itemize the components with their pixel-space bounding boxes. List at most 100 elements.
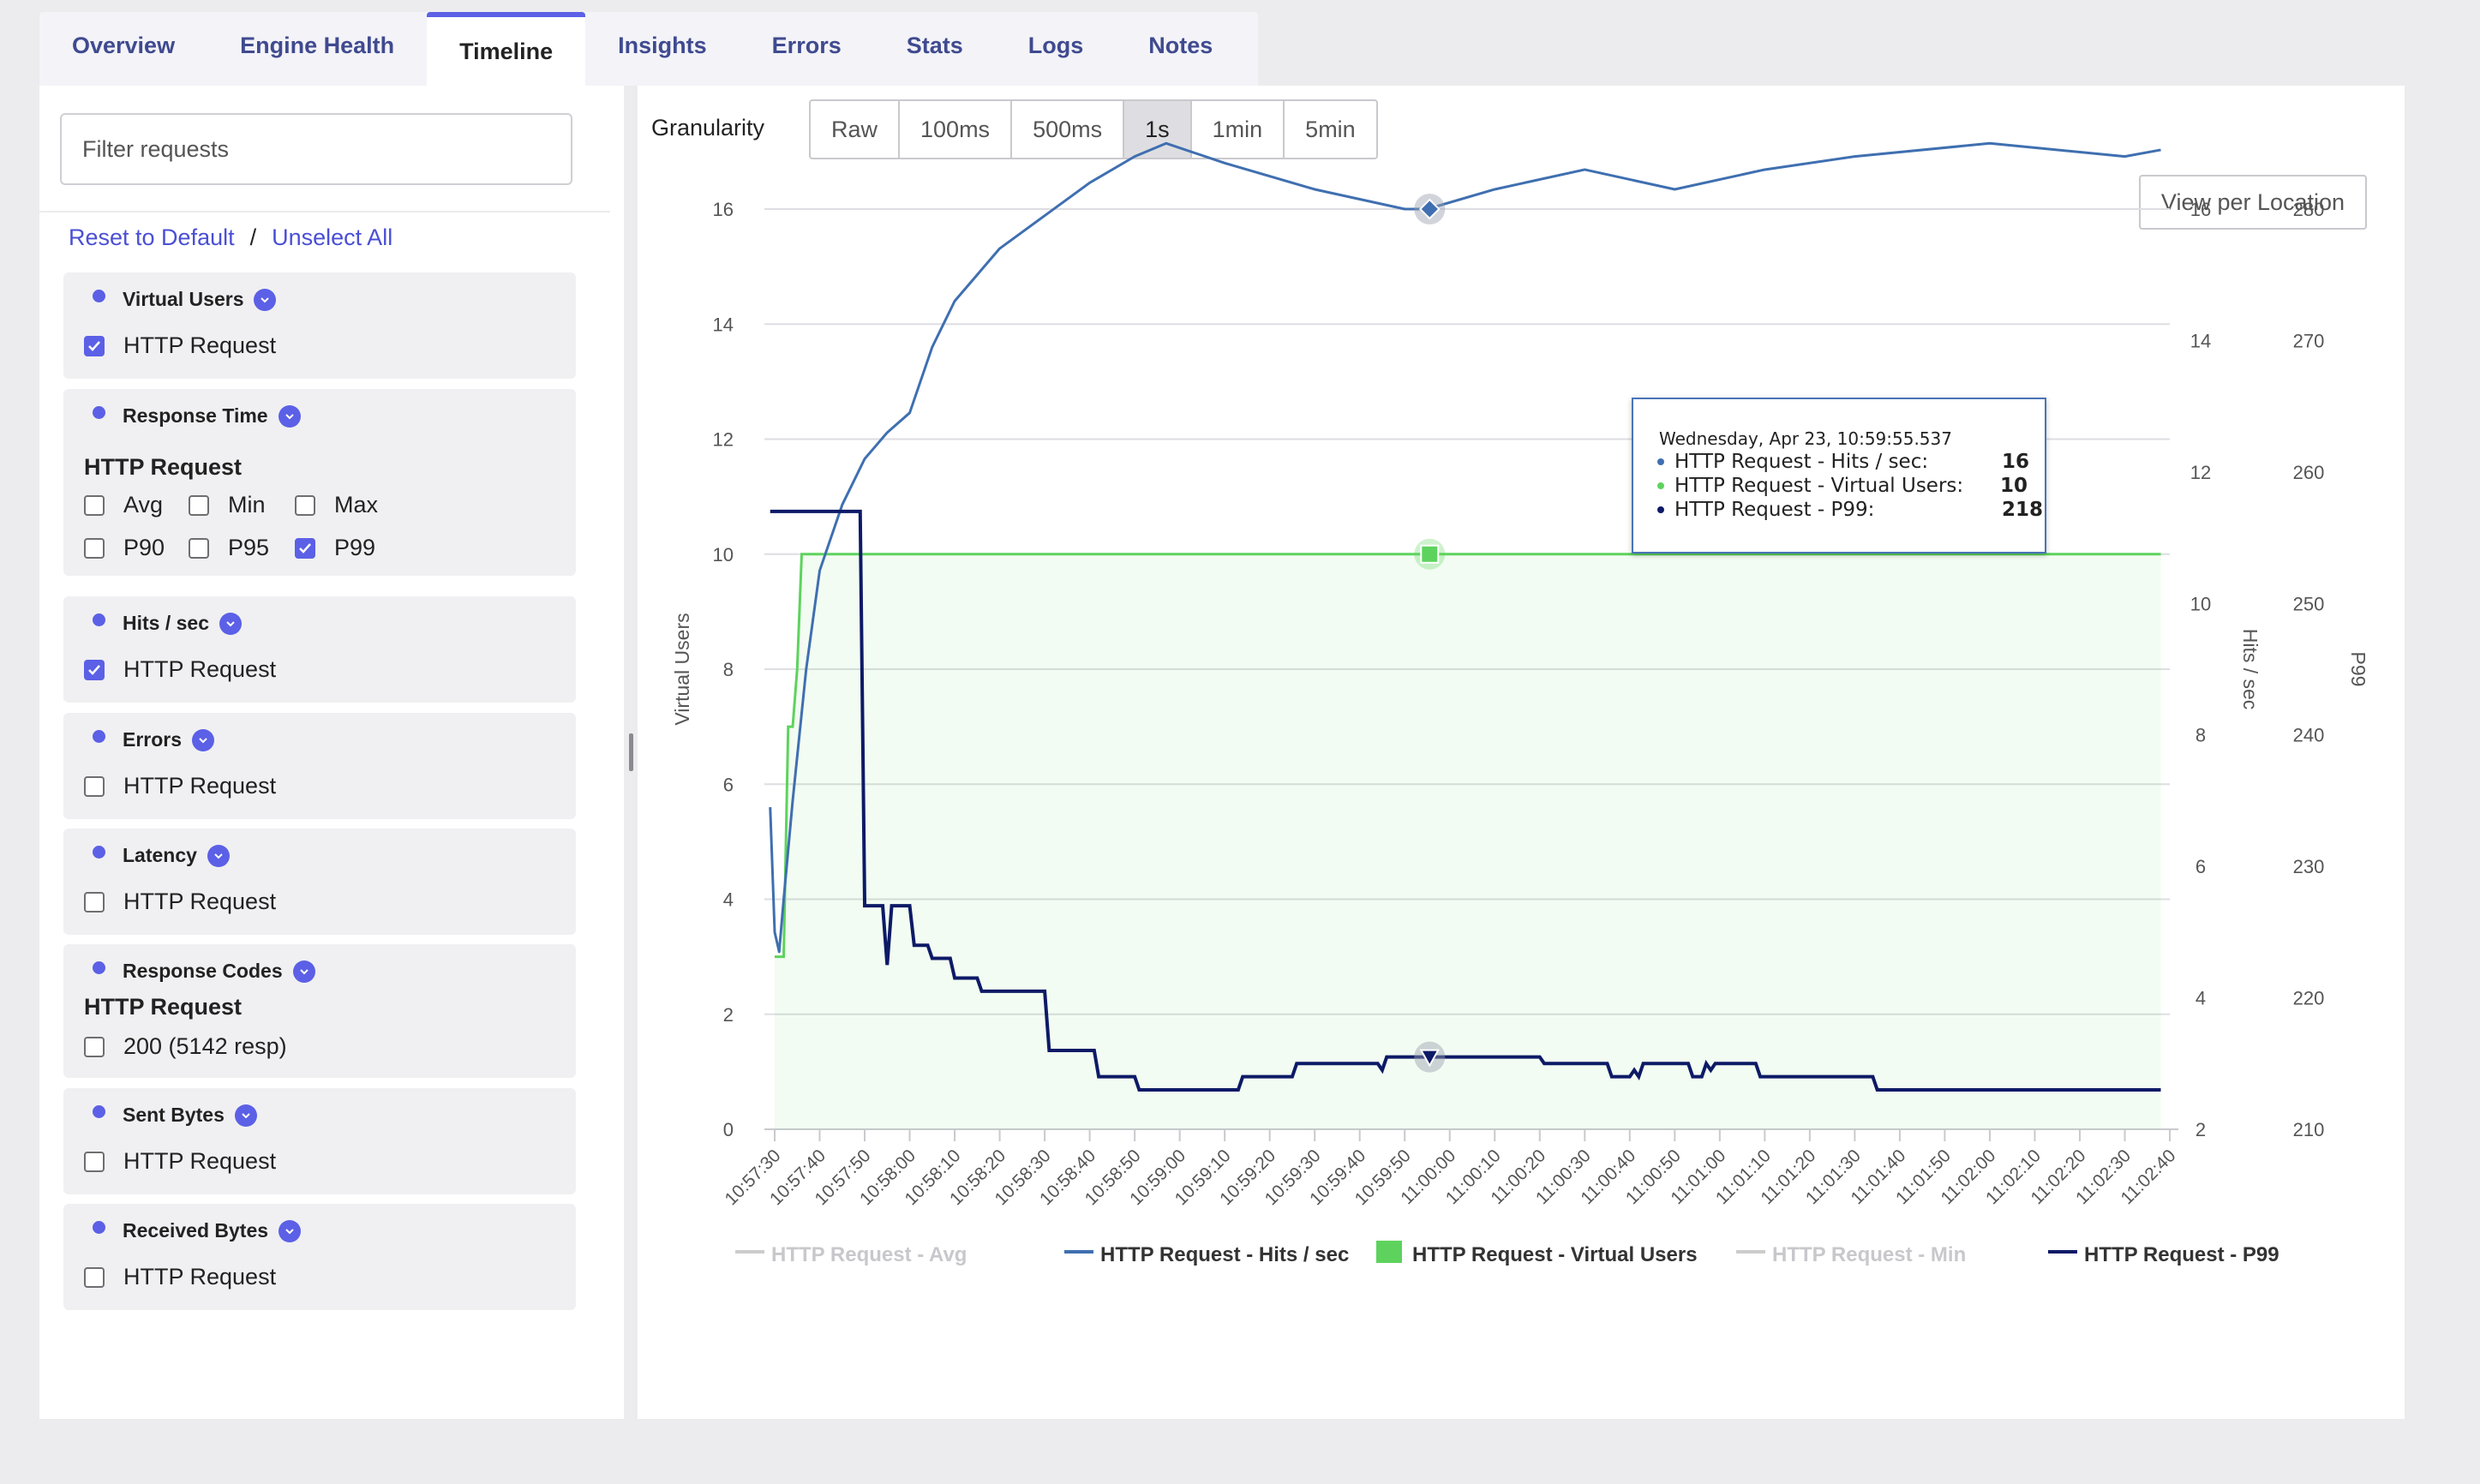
tab-timeline[interactable]: Timeline (427, 12, 586, 86)
checkbox-hits-http-request[interactable]: HTTP Request (84, 656, 276, 683)
granularity-option-1min[interactable]: 1min (1192, 101, 1285, 158)
tab-insights[interactable]: Insights (618, 32, 707, 58)
unselect-all-link[interactable]: Unselect All (272, 224, 393, 250)
tooltip-row-virtual-users: HTTP Request - Virtual Users: 10 (1657, 475, 2028, 497)
tab-notes[interactable]: Notes (1148, 32, 1213, 58)
series-selector-panel: Reset to Default / Unselect All Virtual Us… (39, 86, 624, 1419)
group-header-latency[interactable]: Latency (93, 844, 230, 867)
tooltip-row-hits: HTTP Request - Hits / sec: 16 (1657, 451, 2029, 473)
panel-resize-handle[interactable] (629, 733, 633, 771)
checkbox-received-bytes-http-request[interactable]: HTTP Request (84, 1264, 276, 1290)
legend-item[interactable]: HTTP Request - Virtual Users (1412, 1243, 1698, 1266)
tab-stats[interactable]: Stats (906, 32, 963, 58)
checkbox-virtual-users-http-request[interactable]: HTTP Request (84, 332, 276, 359)
y-tick-label-p99: 270 (2293, 330, 2325, 351)
checkbox-p99[interactable]: P99 (295, 535, 375, 561)
filter-requests-input[interactable] (60, 113, 572, 185)
y-tick-label-virtual-users: 10 (713, 544, 734, 565)
timeline-chart[interactable]: 0 2 4 6 8 10 12 14 16 2 4 6 8 10 12 14 16 210 220 230 240 250… (638, 86, 2405, 1419)
reset-to-default-link[interactable]: Reset to Default (69, 224, 235, 250)
chevron-down-icon[interactable] (234, 1104, 257, 1127)
chevron-down-icon[interactable] (254, 288, 277, 311)
y-tick-label-virtual-users: 14 (713, 314, 734, 335)
legend-item[interactable]: HTTP Request - Min (1772, 1243, 1966, 1266)
group-errors: Errors HTTP Request (63, 713, 576, 819)
chevron-down-icon[interactable] (219, 612, 242, 635)
group-dot-icon (93, 406, 105, 419)
group-hits-per-sec: Hits / sec HTTP Request (63, 596, 576, 703)
checkbox-box (84, 891, 105, 913)
tooltip-row-p99: HTTP Request - P99: 218 (1657, 499, 2043, 521)
legend-item[interactable]: HTTP Request - Hits / sec (1100, 1243, 1349, 1266)
y-tick-label-hits: 10 (2190, 593, 2211, 614)
checkbox-p90[interactable]: P90 (84, 535, 165, 561)
tooltip-value: 218 (2002, 499, 2044, 521)
checkbox-label: HTTP Request (123, 332, 277, 358)
tab-overview[interactable]: Overview (72, 32, 176, 58)
chevron-down-icon[interactable] (192, 728, 215, 751)
tab-errors[interactable]: Errors (771, 32, 842, 58)
checkbox-errors-http-request[interactable]: HTTP Request (84, 773, 276, 799)
checkbox-box (84, 1036, 105, 1057)
y-tick-label-hits: 8 (2195, 725, 2206, 746)
checkbox-label: Min (228, 492, 266, 518)
tooltip-value: 16 (2002, 451, 2030, 473)
checkbox-avg[interactable]: Avg (84, 492, 163, 518)
series-line-p99 (770, 509, 2161, 1092)
group-header-errors[interactable]: Errors (93, 728, 215, 751)
checkbox-latency-http-request[interactable]: HTTP Request (84, 889, 276, 915)
checkbox-sent-bytes-http-request[interactable]: HTTP Request (84, 1148, 276, 1175)
granularity-option-5min[interactable]: 5min (1305, 116, 1356, 142)
legend-item[interactable]: HTTP Request - Avg (771, 1243, 967, 1266)
view-per-location-button[interactable]: View per Location (2139, 175, 2367, 230)
granularity-option-raw[interactable]: Raw (811, 101, 901, 158)
tooltip-date: Wednesday, Apr 23, 10:59:55.537 (1659, 428, 1952, 449)
checkbox-response-code-200[interactable]: 200 (5142 resp) (84, 1033, 287, 1060)
group-latency: Latency HTTP Request (63, 829, 576, 935)
check-icon (84, 659, 105, 680)
checkbox-p95[interactable]: P95 (189, 535, 269, 561)
legend-item[interactable]: HTTP Request - P99 (2084, 1243, 2279, 1266)
group-header-received-bytes[interactable]: Received Bytes (93, 1219, 302, 1242)
checkbox-max[interactable]: Max (295, 492, 378, 518)
chevron-down-icon[interactable] (278, 404, 301, 428)
tab-logs[interactable]: Logs (1027, 32, 1084, 58)
checkbox-label: HTTP Request (123, 773, 277, 799)
y-tick-label-hits: 2 (2195, 1119, 2206, 1140)
tooltip-value: 10 (2000, 475, 2028, 497)
group-title: Response Codes (123, 960, 283, 982)
group-response-codes: Response Codes HTTP Request 200 (5142 re… (63, 944, 576, 1078)
checkbox-min[interactable]: Min (189, 492, 266, 518)
chart-tooltip: Wednesday, Apr 23, 10:59:55.537 HTTP Req… (1632, 398, 2046, 554)
divider (39, 211, 610, 212)
group-header-sent-bytes[interactable]: Sent Bytes (93, 1104, 257, 1127)
chevron-down-icon[interactable] (292, 960, 315, 983)
y-tick-label-virtual-users: 6 (723, 774, 734, 795)
tab-engine-health[interactable]: Engine Health (240, 32, 395, 58)
granularity-option-500ms[interactable]: 500ms (1012, 101, 1125, 158)
chevron-down-icon[interactable] (279, 1219, 302, 1242)
group-header-response-codes[interactable]: Response Codes (93, 960, 315, 983)
checkbox-box (84, 775, 105, 797)
legend-symbol-square-icon (1376, 1241, 1402, 1263)
checkbox-box (189, 494, 209, 516)
checkbox-label: HTTP Request (123, 656, 277, 682)
group-received-bytes: Received Bytes HTTP Request (63, 1204, 576, 1310)
group-dot-icon (93, 1221, 105, 1234)
granularity-option-100ms[interactable]: 100ms (900, 101, 1013, 158)
y-tick-label-virtual-users: 0 (723, 1119, 734, 1140)
chevron-down-icon[interactable] (207, 844, 230, 867)
group-header-hits-per-sec[interactable]: Hits / sec (93, 612, 242, 635)
hover-marker-virtual-users-square-icon (1420, 544, 1440, 564)
group-title: Response Time (123, 404, 268, 427)
series-area-virtual-users (775, 554, 2161, 1129)
granularity-option-1s[interactable]: 1s (1124, 101, 1192, 158)
checkbox-label: Max (334, 492, 379, 518)
group-dot-icon (93, 613, 105, 626)
checkbox-label: P90 (123, 535, 165, 560)
group-header-virtual-users[interactable]: Virtual Users (93, 288, 277, 311)
group-header-response-time[interactable]: Response Time (93, 404, 301, 428)
y-tick-label-virtual-users: 8 (723, 659, 734, 680)
checkbox-label: Avg (123, 492, 164, 518)
series-bullet-icon (1657, 458, 1664, 465)
